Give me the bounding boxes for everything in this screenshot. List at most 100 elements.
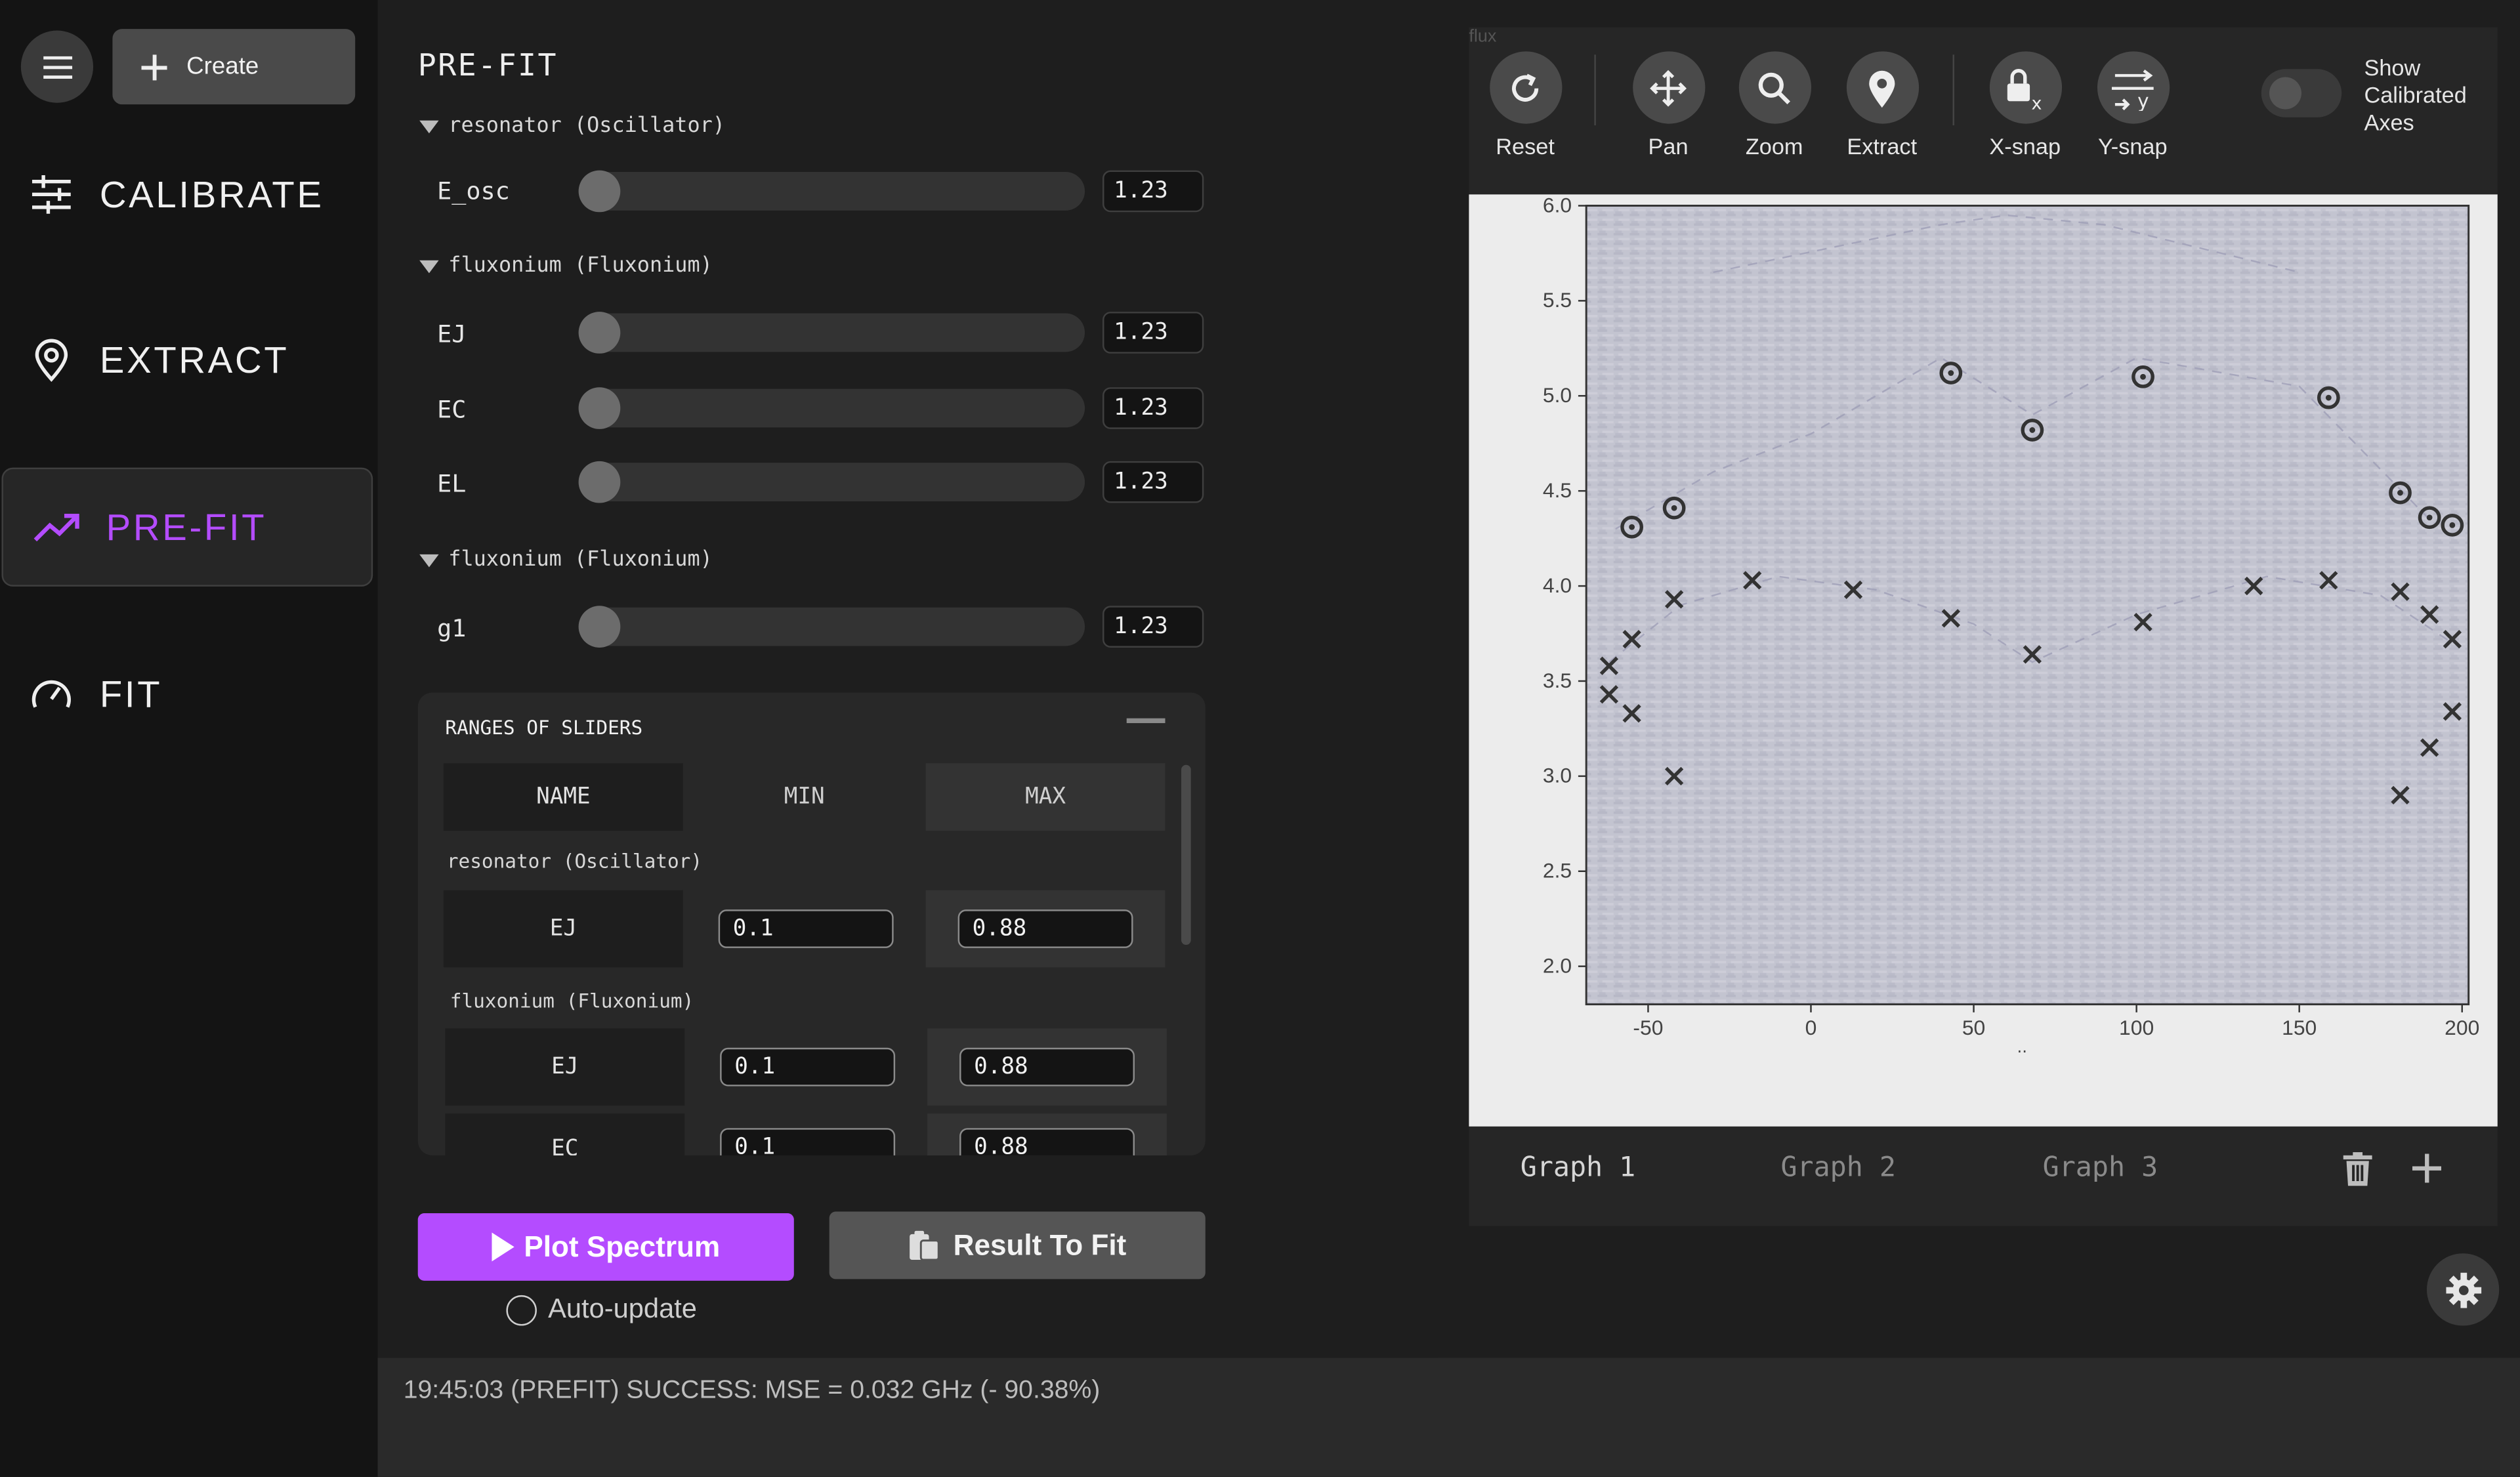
extracted-point-cross[interactable] [2244,576,2263,596]
extracted-point-cross[interactable] [1664,766,1684,786]
range-max-cell: 0.88 [927,1113,1167,1155]
slider-thumb[interactable] [578,606,621,648]
zoom-tool[interactable]: Zoom [1726,51,1822,159]
result-to-fit-button[interactable]: Result To Fit [829,1211,1206,1279]
extracted-point-cross[interactable] [1599,685,1619,704]
extract-label: Extract [1847,133,1918,159]
extracted-point-cross[interactable] [1622,704,1641,723]
extracted-point-cross[interactable] [1622,630,1641,649]
tab-graph-1[interactable]: Graph 1 [1520,1152,1636,1184]
calibrated-axes-toggle[interactable] [2261,69,2342,117]
range-row-name: EJ [443,890,683,968]
extracted-point-circle[interactable] [2132,365,2154,388]
param-slider[interactable] [578,170,1085,213]
y-tick-label: 5.0 [1543,383,1572,407]
extract-tool[interactable]: Extract [1834,51,1930,159]
toggle-knob[interactable] [2269,77,2301,110]
slider-thumb[interactable] [578,387,621,429]
group-header[interactable]: resonator (Oscillator) [419,114,725,138]
scrollbar[interactable] [1181,764,1191,946]
param-slider[interactable] [578,461,1085,503]
range-max-input[interactable]: 0.88 [959,1128,1135,1155]
range-min-input[interactable]: 0.1 [718,909,894,948]
extracted-point-circle[interactable] [2441,513,2464,537]
plot-spectrum-button[interactable]: Plot Spectrum [417,1213,794,1281]
x-tick-label: 100 [2119,1016,2154,1039]
extracted-point-circle[interactable] [2418,506,2441,530]
param-value-input[interactable]: 1.23 [1102,387,1204,429]
zoom-label: Zoom [1745,133,1803,159]
extracted-point-cross[interactable] [2420,605,2439,624]
x-snap-tool[interactable]: x X-snap [1977,51,2073,159]
range-max-input[interactable]: 0.88 [957,909,1133,948]
tab-graph-2[interactable]: Graph 2 [1780,1152,1896,1184]
nav-item-calibrate[interactable]: CALIBRATE [0,136,375,252]
extracted-point-circle[interactable] [1939,362,1963,385]
x-tick-label: 150 [2282,1016,2317,1039]
extracted-point-circle[interactable] [1662,496,1686,520]
y-tick-label: 3.0 [1543,764,1572,787]
collapse-triangle-icon [419,119,439,133]
reset-tool[interactable]: Reset [1477,51,1574,159]
menu-button[interactable] [20,30,94,103]
spectrum-plot[interactable]: 2.0 2.5 3.0 3.5 4.0 4.5 5.0 5.5 6.0 -50 0 50 100 150 2… [1469,193,2497,1126]
pan-tool[interactable]: Pan [1620,51,1717,159]
extracted-point-cross[interactable] [2391,785,2410,804]
plot-spectrum-label: Plot Spectrum [524,1230,721,1262]
extracted-point-cross[interactable] [2023,645,2042,664]
reset-tool-circle [1488,51,1562,124]
extracted-point-cross[interactable] [2319,571,2338,590]
extracted-point-circle[interactable] [2021,419,2044,442]
param-slider[interactable] [578,606,1085,648]
range-min-input[interactable]: 0.1 [720,1047,896,1087]
param-value-input[interactable]: 1.23 [1102,312,1204,354]
extracted-point-cross[interactable] [2133,612,2152,632]
slider-thumb[interactable] [578,170,621,213]
nav-item-fit[interactable]: FIT [0,636,375,752]
tab-graph-3[interactable]: Graph 3 [2042,1152,2158,1184]
range-row-name: EC [445,1113,685,1155]
nav-item-prefit[interactable]: PRE-FIT [1,467,373,587]
param-value-input[interactable]: 1.23 [1102,170,1204,213]
extracted-point-cross[interactable] [1941,609,1960,628]
extracted-point-cross[interactable] [2443,630,2462,649]
extracted-point-cross[interactable] [1664,590,1684,609]
extracted-point-cross[interactable] [2443,702,2462,721]
group-header[interactable]: fluxonium (Fluxonium) [419,548,713,572]
param-value-input[interactable]: 1.23 [1102,461,1204,503]
y-tick-label: 4.0 [1543,573,1572,597]
param-value-input[interactable]: 1.23 [1102,606,1204,648]
y-snap-tool[interactable]: y Y-snap [2084,51,2181,159]
auto-update-radio[interactable] [506,1294,537,1325]
y-tick-label: 3.5 [1543,669,1572,692]
extracted-point-cross[interactable] [2420,738,2439,757]
param-slider[interactable] [578,312,1085,354]
extracted-point-circle[interactable] [1620,515,1644,539]
group-header[interactable]: fluxonium (Fluxonium) [419,254,713,278]
group-label: fluxonium (Fluxonium) [448,548,713,572]
extracted-point-cross[interactable] [1743,571,1762,590]
collapse-minus-icon[interactable] [1126,718,1166,724]
graph-header-label: flux [1469,27,1497,47]
delete-graph-button[interactable] [2343,1152,2372,1192]
settings-button[interactable] [2426,1253,2500,1326]
slider-thumb[interactable] [578,312,621,354]
extracted-point-cross[interactable] [2391,582,2410,601]
column-header-min: MIN [784,784,825,810]
range-max-input[interactable]: 0.88 [959,1047,1135,1087]
param-slider[interactable] [578,387,1085,429]
nav-item-extract[interactable]: EXTRACT [0,302,375,417]
add-graph-button[interactable] [2412,1154,2442,1189]
graph-panel: flux Reset Pan [1469,27,2498,1226]
extracted-point-circle[interactable] [2389,481,2412,505]
extracted-point-cross[interactable] [1843,580,1863,600]
extracted-point-cross[interactable] [1599,656,1619,675]
nav-label-calibrate: CALIBRATE [99,173,324,215]
range-min-input[interactable]: 0.1 [720,1128,896,1155]
auto-update-option[interactable]: Auto-update [506,1293,697,1325]
slider-thumb[interactable] [578,461,621,503]
auto-update-label: Auto-update [548,1293,697,1324]
create-button[interactable]: Create [112,29,356,105]
extracted-point-circle[interactable] [2317,386,2340,409]
plot-area[interactable]: 2.0 2.5 3.0 3.5 4.0 4.5 5.0 5.5 6.0 -50 0 50 100 150 2… [1469,193,2498,1127]
